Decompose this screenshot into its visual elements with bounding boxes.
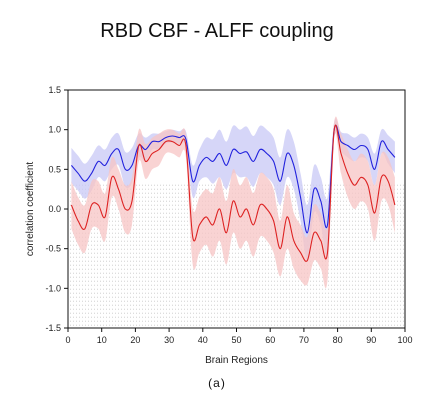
y-axis-label: correlation coefficient bbox=[25, 162, 36, 257]
x-tick-label: 40 bbox=[198, 335, 208, 345]
x-axis-ticks: 0 10 20 30 40 50 60 70 80 90 100 bbox=[65, 328, 413, 345]
y-axis-ticks: -1.5 -1.0 -0.5 0.0 0.5 1.0 1.5 bbox=[45, 85, 68, 333]
y-tick-label: 0.0 bbox=[48, 204, 61, 214]
x-tick-label: 50 bbox=[231, 335, 241, 345]
band-red bbox=[71, 116, 395, 289]
series-lines bbox=[70, 124, 396, 262]
x-tick-label: 70 bbox=[299, 335, 309, 345]
figure-caption: (a) bbox=[208, 376, 226, 390]
x-tick-label: 30 bbox=[164, 335, 174, 345]
x-tick-label: 80 bbox=[333, 335, 343, 345]
x-tick-label: 20 bbox=[130, 335, 140, 345]
x-tick-label: 60 bbox=[265, 335, 275, 345]
background-dots bbox=[70, 184, 404, 326]
dot-texture bbox=[70, 184, 404, 326]
confidence-bands bbox=[71, 116, 395, 289]
chart-title: RBD CBF - ALFF coupling bbox=[100, 20, 334, 42]
x-tick-label: 0 bbox=[65, 335, 70, 345]
y-tick-label: 1.0 bbox=[48, 125, 61, 135]
series-line-red bbox=[70, 124, 396, 262]
y-tick-label: -0.5 bbox=[45, 244, 61, 254]
x-tick-label: 90 bbox=[366, 335, 376, 345]
y-tick-label: -1.0 bbox=[45, 283, 61, 293]
x-axis-label: Brain Regions bbox=[205, 355, 268, 366]
y-tick-label: -1.5 bbox=[45, 323, 61, 333]
x-tick-label: 10 bbox=[97, 335, 107, 345]
series-line-blue bbox=[70, 124, 396, 234]
y-tick-label: 0.5 bbox=[48, 164, 61, 174]
x-tick-label: 100 bbox=[397, 335, 412, 345]
y-tick-label: 1.5 bbox=[48, 85, 61, 95]
